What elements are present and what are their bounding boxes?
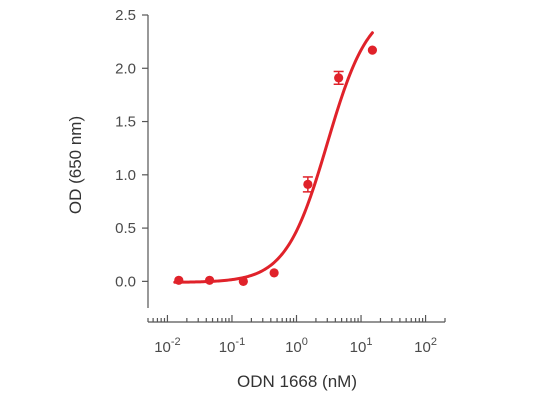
data-point — [334, 73, 344, 83]
data-point — [238, 276, 248, 286]
data-point — [303, 179, 313, 190]
x-tick-label: 100 — [285, 336, 308, 356]
x-axis-ticks: 10-2 10-1 100 101 102 — [147, 315, 446, 356]
data-point — [204, 275, 215, 285]
data-point — [367, 45, 378, 55]
y-tick-label: 2.5 — [115, 7, 136, 24]
x-tick-label: 102 — [414, 336, 437, 356]
fit-curve — [173, 31, 374, 284]
data-point — [174, 275, 184, 285]
y-tick-label: 0.0 — [115, 273, 136, 290]
y-axis-title: OD (650 nm) — [66, 116, 85, 214]
data-point — [269, 268, 279, 278]
x-tick-label: 10-1 — [219, 336, 245, 356]
x-axis-title: ODN 1668 (nM) — [237, 372, 357, 391]
y-tick-label: 2.0 — [115, 60, 136, 77]
y-axis-ticks: 0.0 0.5 1.0 1.5 2.0 2.5 — [115, 7, 148, 290]
y-tick-label: 1.5 — [115, 114, 136, 131]
x-tick-label: 101 — [350, 336, 373, 356]
y-tick-label: 0.5 — [115, 220, 136, 237]
y-tick-label: 1.0 — [115, 167, 136, 184]
data-points — [174, 45, 378, 286]
x-tick-label: 10-2 — [154, 336, 180, 356]
